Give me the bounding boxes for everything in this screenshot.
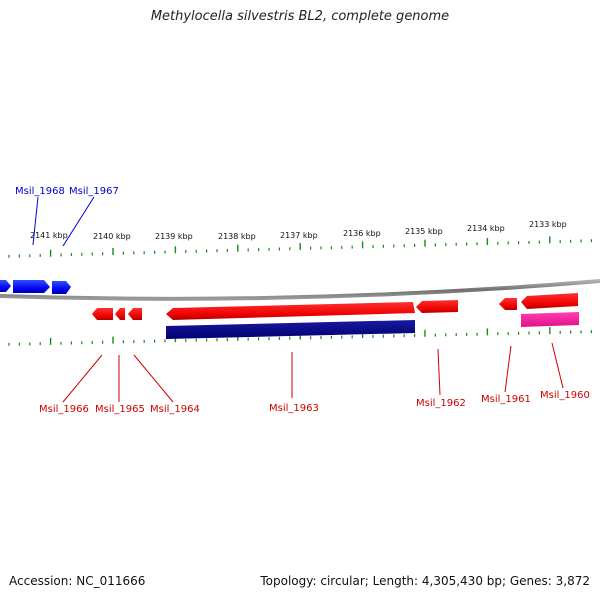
gene-arrow-msil-1964[interactable] [128, 308, 142, 320]
gene-label-msil-1964[interactable]: Msil_1964 [150, 404, 200, 415]
scale-label: 2134 kbp [467, 224, 505, 233]
inner-features [166, 312, 579, 339]
gene-label-msil-1967[interactable]: Msil_1967 [69, 186, 119, 197]
leader-line-msil-1966 [62, 354, 103, 403]
gene-label-msil-1962[interactable]: Msil_1962 [416, 398, 466, 409]
leader-line-msil-1962 [437, 348, 441, 396]
scale-label: 2136 kbp [343, 229, 381, 238]
leader-line-msil-1968 [32, 196, 39, 246]
scale-labels: 2141 kbp 2140 kbp 2139 kbp 2138 kbp 2137… [30, 220, 567, 241]
leader-line-msil-1961 [504, 345, 512, 393]
scale-ticks-outer [8, 236, 593, 258]
leader-line-msil-1960 [551, 342, 564, 389]
scale-label: 2141 kbp [30, 231, 68, 240]
label-leader-lines [32, 196, 564, 403]
scale-label: 2135 kbp [405, 227, 443, 236]
map-title: Methylocella silvestris BL2, complete ge… [150, 9, 450, 24]
gene-arrow-msil-1963[interactable] [166, 302, 415, 320]
gene-label-msil-1965[interactable]: Msil_1965 [95, 404, 145, 415]
gene-labels: Msil_1968 Msil_1967 Msil_1966 Msil_1965 … [15, 186, 590, 415]
accession-text: Accession: NC_011666 [9, 574, 146, 588]
feature-bar-navy[interactable] [166, 320, 415, 339]
forward-strand-genes [0, 280, 71, 294]
gene-arrow-msil-1965[interactable] [115, 308, 125, 320]
feature-bar-magenta[interactable] [521, 312, 579, 327]
scale-label: 2137 kbp [280, 231, 318, 240]
scale-label: 2133 kbp [529, 220, 567, 229]
gene-arrow-msil-1960[interactable] [521, 293, 578, 309]
leader-line-msil-1967 [62, 196, 95, 247]
gene-arrow-msil-1961[interactable] [499, 298, 517, 310]
genome-summary-text: Topology: circular; Length: 4,305,430 bp… [260, 574, 590, 588]
scale-label: 2140 kbp [93, 232, 131, 241]
reverse-strand-genes [92, 293, 578, 320]
scale-ticks-inner [8, 327, 593, 346]
gene-arrow-msil-1968[interactable] [13, 280, 50, 293]
gene-label-msil-1961[interactable]: Msil_1961 [481, 394, 531, 405]
gene-label-msil-1968[interactable]: Msil_1968 [15, 186, 65, 197]
gene-arrow-msil-1966[interactable] [92, 308, 113, 320]
leader-line-msil-1964 [133, 354, 174, 403]
gene-arrow-msil-1962[interactable] [416, 300, 458, 313]
gene-label-msil-1963[interactable]: Msil_1963 [269, 403, 319, 414]
gene-arrow-forward[interactable] [0, 280, 11, 292]
gene-label-msil-1960[interactable]: Msil_1960 [540, 390, 590, 401]
gene-arrow-msil-1967[interactable] [52, 281, 71, 294]
genome-backbone [0, 279, 600, 301]
gene-label-msil-1966[interactable]: Msil_1966 [39, 404, 89, 415]
scale-label: 2138 kbp [218, 232, 256, 241]
scale-label: 2139 kbp [155, 232, 193, 241]
